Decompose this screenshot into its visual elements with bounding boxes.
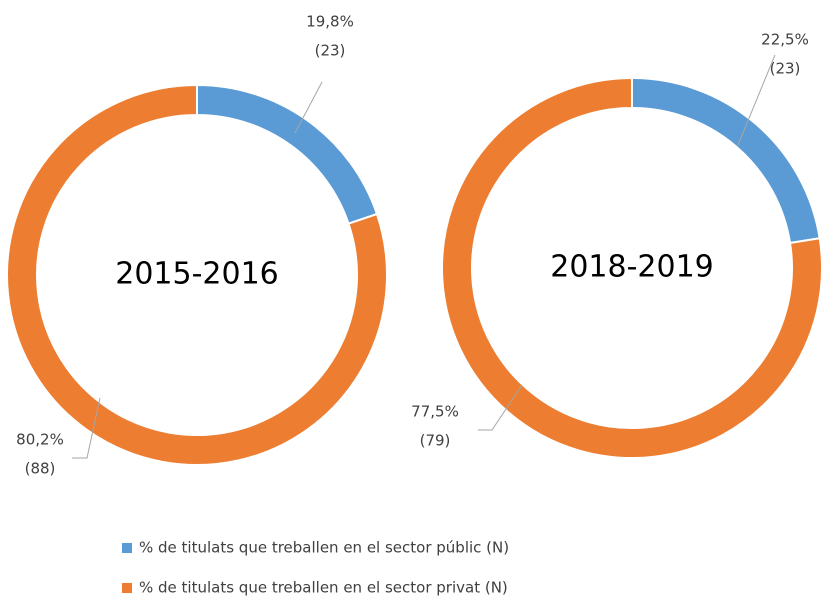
legend-swatch [122, 543, 132, 553]
donut-segment [196, 83, 379, 225]
count-label: (79) [420, 432, 451, 450]
donut-segment [6, 83, 388, 466]
data-label: 77,5% [411, 403, 459, 421]
count-label: (23) [315, 42, 346, 60]
leader-line [737, 54, 776, 146]
data-label: 19,8% [306, 13, 354, 31]
center-title: 2018-2019 [550, 250, 714, 285]
donut-segment [441, 76, 823, 459]
count-label: (88) [25, 460, 56, 478]
legend-label: % de titulats que treballen en el sector… [139, 579, 508, 597]
donut-segment [631, 76, 821, 245]
leader-line [72, 397, 101, 459]
legend-label: % de titulats que treballen en el sector… [139, 539, 509, 557]
leader-line [478, 384, 523, 431]
leader-line [294, 81, 323, 134]
count-label: (23) [770, 60, 801, 78]
data-label: 22,5% [761, 31, 809, 49]
center-title: 2015-2016 [115, 257, 279, 292]
legend-swatch [122, 583, 132, 593]
data-label: 80,2% [16, 431, 64, 449]
